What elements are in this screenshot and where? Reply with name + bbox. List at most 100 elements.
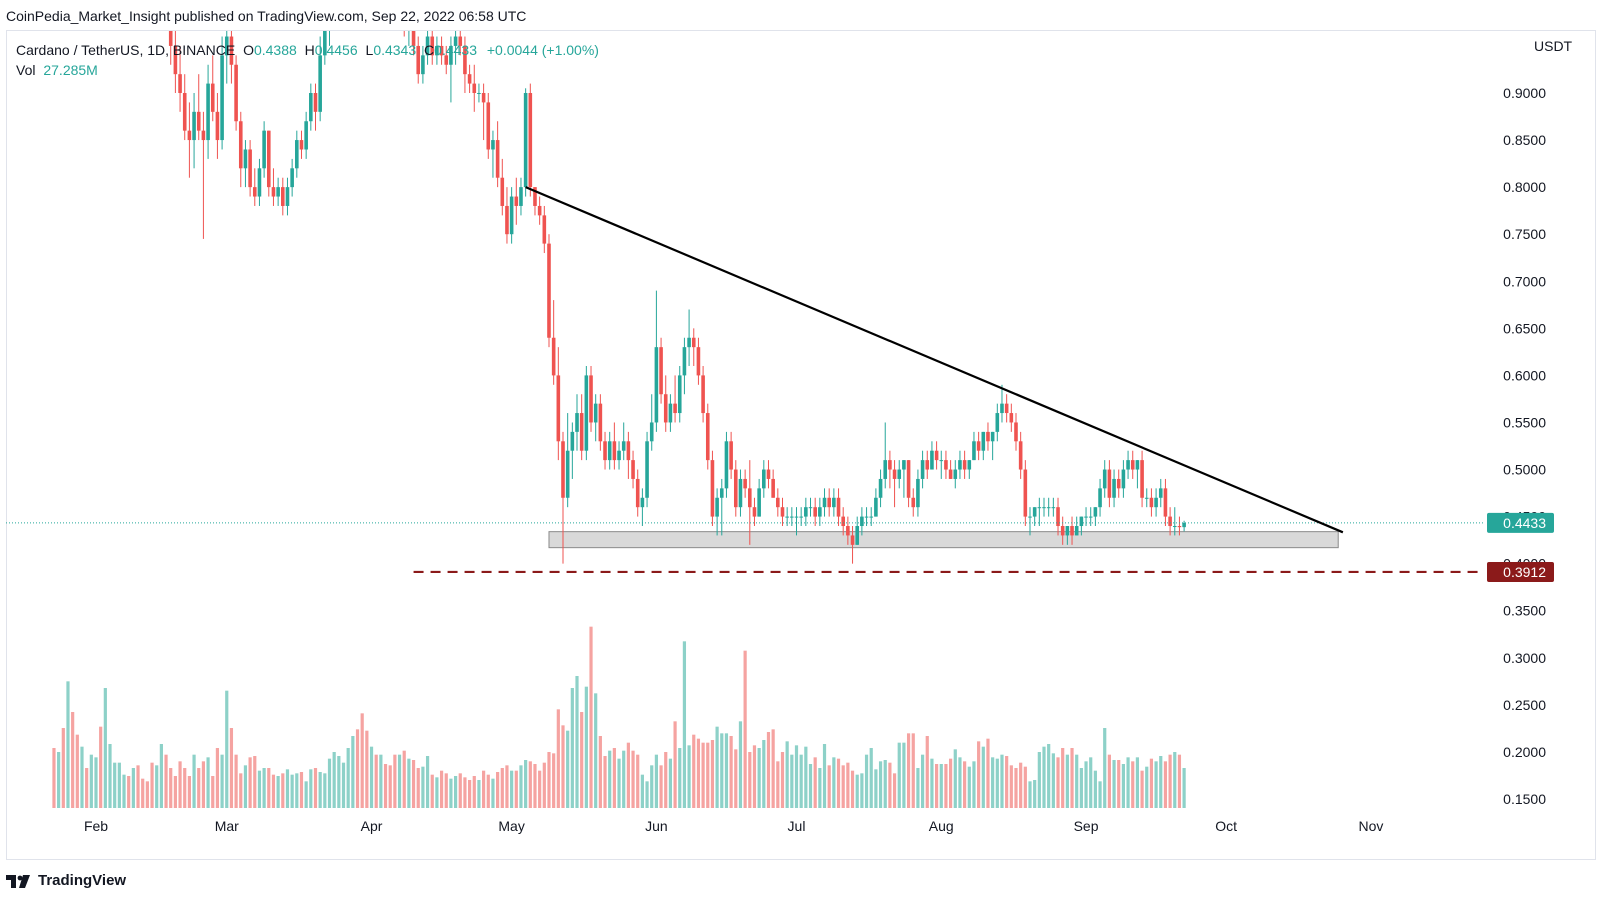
volume-bar (131, 768, 135, 808)
volume-bar (813, 757, 817, 808)
candle-body (860, 516, 864, 527)
volume-bar (734, 749, 738, 808)
candle-body (1046, 507, 1051, 509)
candle-body (691, 337, 696, 348)
candle-body (463, 45, 467, 75)
price-tick-label: 0.5500 (1503, 414, 1546, 430)
candle-body (467, 74, 472, 84)
candle-body (1074, 526, 1079, 536)
candle-body (486, 102, 491, 150)
candle-body (663, 394, 668, 423)
volume-bar (874, 769, 878, 808)
volume-bar (640, 774, 644, 808)
candle-body (196, 111, 201, 131)
volume-bar (402, 750, 406, 808)
volume-bar (836, 758, 841, 808)
volume-bar (729, 736, 733, 808)
candle-body (780, 507, 785, 517)
candle-body (243, 149, 248, 169)
tradingview-branding[interactable]: TradingView (6, 872, 126, 889)
candle-body (1112, 478, 1116, 498)
volume-bar (178, 761, 182, 808)
time-tick-label: Mar (215, 818, 239, 834)
volume-bar (253, 756, 257, 808)
volume-bar (85, 768, 89, 808)
volume-bar (920, 754, 925, 808)
volume-bar (804, 746, 808, 808)
candle-body (271, 187, 276, 197)
candle-body (477, 93, 481, 94)
candle-body (888, 460, 892, 470)
candle-body (313, 93, 318, 112)
price-tick-label: 0.7500 (1503, 226, 1546, 242)
candle-body (1144, 497, 1149, 499)
candle-body (771, 478, 775, 498)
candle-body (1014, 422, 1018, 442)
candle-body (958, 460, 962, 470)
volume-bar (715, 726, 719, 808)
candle-body (206, 83, 210, 141)
candle-body (1130, 460, 1135, 470)
candle-body (902, 460, 906, 470)
volume-bar (80, 746, 84, 808)
volume-bar (1103, 728, 1107, 808)
candle-body (220, 55, 224, 141)
volume-bar (435, 777, 439, 808)
candle-body (944, 460, 948, 470)
volume-bar (706, 742, 710, 808)
volume-bar (696, 738, 701, 808)
symbol-legend: Cardano / TetherUS, 1D, BINANCE O0.4388 … (16, 40, 599, 80)
volume-bar (664, 752, 668, 808)
volume-bar (963, 761, 967, 808)
volume-bar (1056, 757, 1060, 808)
candle-body (972, 441, 976, 461)
volume-bar (234, 754, 238, 808)
volume-bar (925, 736, 929, 808)
candle-body (1102, 469, 1107, 489)
ohlc-low: 0.4343 (373, 42, 417, 58)
volume-bar (215, 748, 220, 808)
volume-bar (439, 770, 444, 808)
volume-bar (892, 773, 897, 808)
volume-bar (584, 686, 588, 808)
ohlc-close: 0.4433 (434, 42, 477, 58)
volume-bar (785, 741, 789, 808)
volume-bar (164, 754, 168, 808)
candle-body (1051, 507, 1056, 509)
candle-body (318, 55, 322, 112)
volume-bar (295, 773, 299, 808)
price-tick-label: 0.3500 (1503, 603, 1546, 619)
candle-body (766, 469, 771, 479)
volume-bar (243, 765, 248, 808)
volume-bar (720, 733, 724, 808)
volume-bar (1154, 761, 1158, 808)
volume-bar (351, 736, 355, 808)
volume-bar (113, 762, 117, 808)
volume-bar (285, 769, 290, 808)
candle-body (668, 403, 673, 423)
candle-body (1177, 526, 1182, 528)
symbol-title: Cardano / TetherUS, 1D, BINANCE (16, 42, 236, 58)
volume-bar (556, 709, 560, 808)
candle-body (995, 413, 1000, 432)
volume-bar (281, 773, 285, 808)
candle-body (804, 507, 808, 517)
volume-bar (444, 773, 448, 808)
volume-bar (748, 752, 752, 808)
volume-bar (496, 772, 500, 808)
volume-bar (972, 761, 976, 808)
candle-body (593, 403, 598, 423)
time-tick-label: Oct (1215, 818, 1237, 834)
volume-bar (645, 781, 649, 808)
volume-bar (930, 758, 934, 808)
candle-body (846, 526, 850, 536)
volume-bar (967, 766, 971, 808)
volume-bar (127, 776, 131, 808)
volume-bar (832, 757, 836, 808)
volume-bar (678, 748, 682, 808)
volume-bar (453, 776, 458, 808)
support-price-badge (1487, 561, 1554, 582)
chart-frame (6, 30, 1596, 860)
volume-bar (561, 725, 565, 808)
